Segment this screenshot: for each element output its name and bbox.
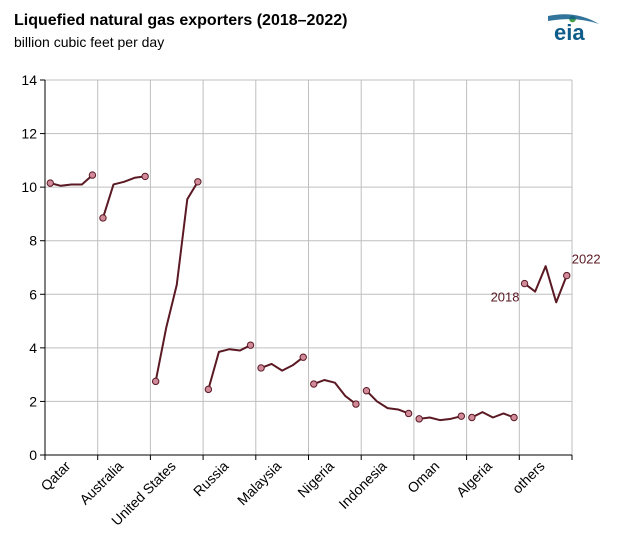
series-marker — [47, 180, 53, 186]
series-marker — [469, 414, 475, 420]
series-marker — [511, 414, 517, 420]
series-marker — [247, 342, 253, 348]
series-marker — [363, 388, 369, 394]
series-marker — [89, 172, 95, 178]
y-tick-label: 0 — [29, 447, 37, 463]
series-marker — [353, 401, 359, 407]
eia-logo-text: eia — [554, 20, 585, 44]
series-marker — [195, 179, 201, 185]
y-tick-label: 12 — [21, 126, 37, 142]
chart-container: Liquefied natural gas exporters (2018–20… — [0, 0, 622, 541]
series-marker — [416, 416, 422, 422]
series-marker — [205, 386, 211, 392]
series-marker — [142, 173, 148, 179]
series-marker — [100, 215, 106, 221]
series-marker — [300, 354, 306, 360]
y-tick-label: 6 — [29, 286, 37, 302]
y-tick-label: 2 — [29, 393, 37, 409]
series-marker — [405, 410, 411, 416]
series-marker — [521, 280, 527, 286]
chart-subtitle: billion cubic feet per day — [14, 34, 164, 50]
series-marker — [258, 365, 264, 371]
eia-logo: eia — [546, 14, 600, 44]
chart-title: Liquefied natural gas exporters (2018–20… — [14, 12, 347, 30]
y-tick-label: 14 — [21, 72, 37, 88]
y-tick-label: 10 — [21, 179, 37, 195]
series-marker — [152, 378, 158, 384]
annotation-label: 2018 — [491, 290, 520, 305]
y-tick-label: 8 — [29, 233, 37, 249]
annotation-label: 2022 — [572, 252, 601, 267]
series-marker — [564, 272, 570, 278]
y-tick-label: 4 — [29, 340, 37, 356]
lng-exporters-chart: 02468101214QatarAustraliaUnited StatesRu… — [0, 0, 622, 541]
series-marker — [458, 413, 464, 419]
series-marker — [311, 381, 317, 387]
